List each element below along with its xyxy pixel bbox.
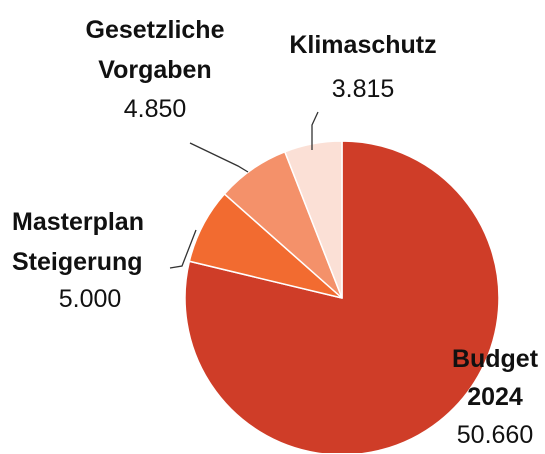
slice-label: Klimaschutz 3.815 bbox=[268, 26, 458, 108]
slice-label: Gesetzliche Vorgaben 4.850 bbox=[60, 10, 250, 128]
pie-slice bbox=[283, 140, 343, 299]
leader-line bbox=[169, 229, 197, 269]
category-label: Klimaschutz bbox=[289, 31, 437, 59]
category-label: Budget 2024 bbox=[451, 345, 539, 411]
leader-line bbox=[311, 111, 319, 150]
slice-label: Budget 2024 50.660 bbox=[415, 340, 545, 454]
value-label: 50.660 bbox=[456, 421, 534, 449]
slices bbox=[184, 140, 500, 453]
leader-line bbox=[189, 142, 249, 173]
value-label: 3.815 bbox=[331, 75, 395, 103]
value-label: 5.000 bbox=[58, 285, 122, 313]
slice-label: Masterplan Steigerung 5.000 bbox=[0, 202, 180, 318]
value-label: 4.850 bbox=[123, 95, 187, 123]
category-label: Gesetzliche Vorgaben bbox=[85, 16, 225, 84]
category-label: Masterplan Steigerung bbox=[12, 208, 144, 276]
